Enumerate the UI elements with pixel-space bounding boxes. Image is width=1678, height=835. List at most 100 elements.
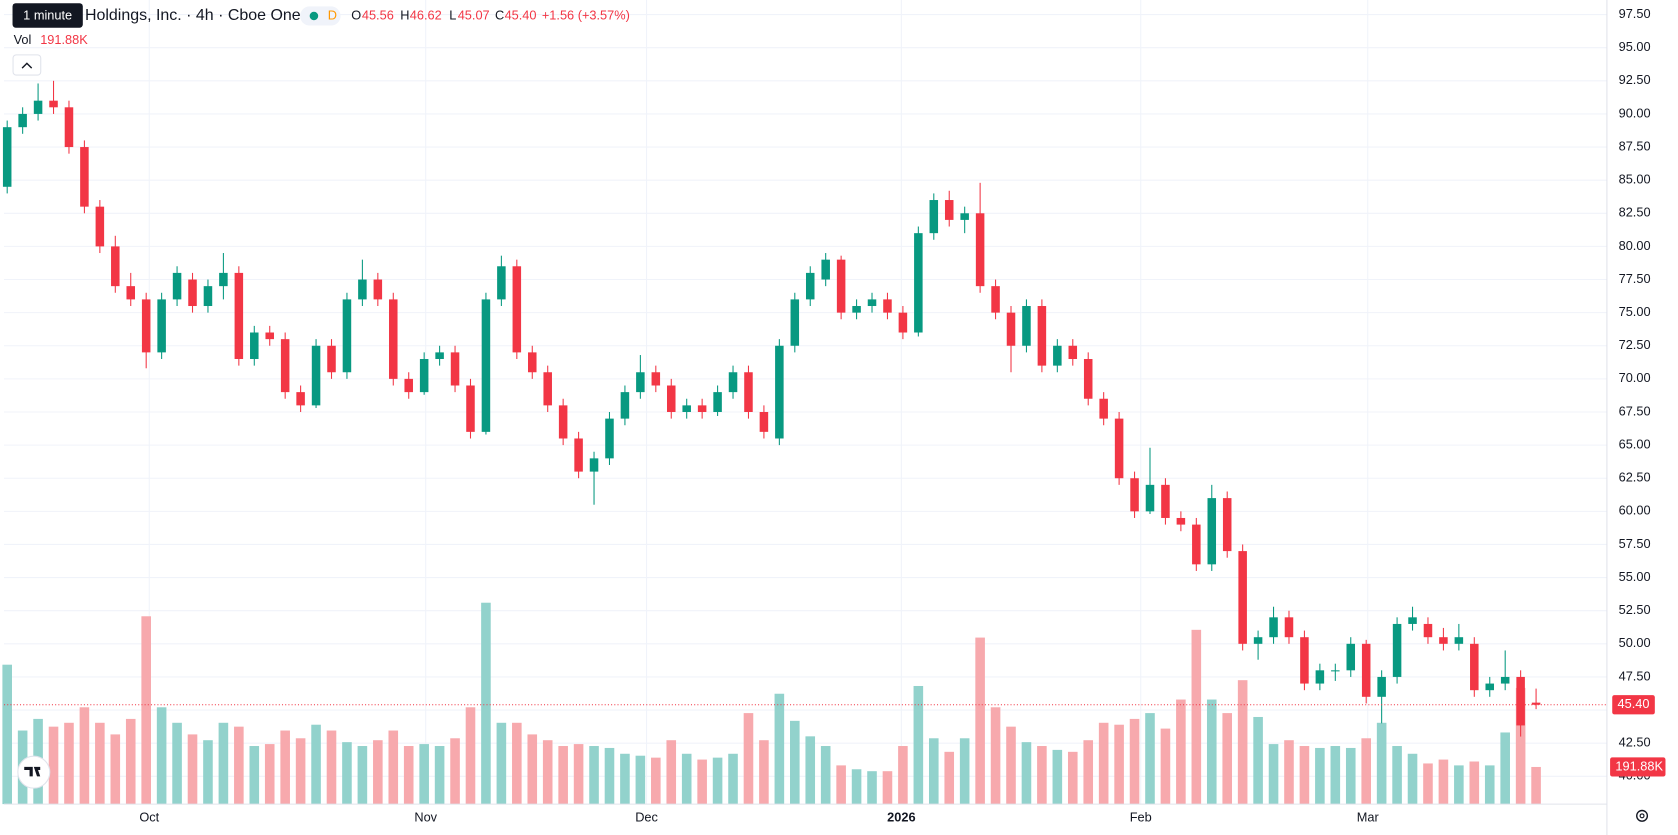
candle-body — [404, 378, 413, 393]
candle-body — [1114, 418, 1124, 479]
ohlc-value: 45.40 — [505, 7, 537, 22]
candle-body — [1439, 637, 1448, 644]
volume-bar — [882, 771, 893, 805]
ohlc-label: O — [351, 7, 361, 22]
candle-body — [759, 411, 769, 432]
volume-bar — [434, 746, 445, 805]
volume-bar — [1191, 629, 1202, 805]
y-tick-label: 92.50 — [1619, 72, 1651, 87]
volume-bar — [573, 744, 584, 805]
candle-body — [250, 332, 259, 360]
candle-body — [1377, 676, 1386, 697]
candle-body — [852, 306, 861, 313]
candle-body — [18, 113, 27, 128]
candle-body — [1222, 498, 1232, 552]
volume-bar — [95, 722, 105, 805]
volume-bar — [1531, 766, 1541, 805]
symbol-title[interactable]: Holdings, Inc. · 4h · Cboe One — [85, 7, 301, 24]
volume-bar — [1376, 722, 1387, 805]
y-tick-label: 62.50 — [1619, 470, 1651, 485]
volume-bar — [1469, 761, 1480, 805]
volume-bar — [403, 746, 414, 805]
change-value: +1.56 (+3.57%) — [542, 7, 630, 22]
ohlc-value: 46.62 — [410, 7, 442, 22]
candle-body — [805, 272, 815, 300]
candle-body — [836, 259, 846, 313]
chevron-icon — [21, 62, 33, 69]
candle-body — [1408, 617, 1417, 624]
volume-bar — [1484, 765, 1495, 805]
candle-body — [914, 233, 923, 333]
candle-body — [651, 372, 661, 386]
volume-bar — [1330, 746, 1341, 805]
ohlc-label: L — [449, 7, 456, 22]
volume-bar — [218, 722, 229, 805]
candle-body — [620, 392, 630, 419]
collapse-button[interactable] — [12, 54, 42, 76]
tooltip-text: 1 minute — [23, 7, 72, 22]
volume-bar — [558, 746, 568, 805]
volume-bar — [311, 724, 321, 805]
y-tick-label: 80.00 — [1619, 238, 1651, 253]
volume-bar — [975, 637, 985, 805]
volume-bar — [1176, 699, 1186, 805]
y-tick-label: 97.50 — [1619, 6, 1651, 21]
candle-body — [111, 246, 120, 287]
status-pill[interactable] — [300, 6, 341, 26]
candle-body — [466, 385, 475, 432]
volume-value: 191.88K — [40, 32, 88, 47]
candle-body — [1238, 551, 1247, 644]
candle-body — [697, 405, 707, 412]
volume-bar — [342, 742, 352, 805]
volume-bar — [620, 753, 630, 805]
y-tick-label: 70.00 — [1619, 370, 1651, 385]
y-tick-label: 87.50 — [1619, 138, 1651, 153]
volume-bar — [1361, 738, 1371, 805]
candle-body — [991, 286, 1000, 313]
volume-bar — [419, 744, 429, 805]
volume-bar — [635, 755, 646, 805]
volume-bar — [774, 693, 785, 805]
volume-bar — [604, 747, 615, 805]
last-volume-label: 191.88K — [1615, 758, 1663, 773]
y-tick-label: 75.00 — [1619, 304, 1651, 319]
candle-body — [543, 372, 552, 406]
candle-body — [589, 458, 599, 472]
volume-bar — [512, 722, 522, 805]
volume-label: Vol — [14, 32, 32, 47]
candle-body — [1192, 524, 1201, 565]
candle-body — [528, 352, 537, 373]
y-tick-label: 50.00 — [1619, 635, 1651, 650]
candle-body — [1284, 617, 1294, 638]
volume-bar — [913, 685, 924, 805]
candle-body — [1315, 670, 1325, 684]
volume-bar — [64, 722, 74, 805]
volume-bar — [496, 722, 507, 805]
plot-area — [2, 0, 1607, 805]
candle-body — [64, 107, 74, 148]
candle-body — [1130, 478, 1139, 512]
volume-bar — [1129, 718, 1140, 805]
volume-bar — [249, 746, 260, 805]
volume-bar — [1407, 753, 1418, 805]
volume-bar — [681, 753, 692, 805]
candle-body — [574, 438, 583, 472]
volume-bar — [990, 707, 1001, 805]
last-volume-tag — [1610, 757, 1666, 777]
logo[interactable] — [17, 755, 51, 789]
candle-body — [1423, 623, 1433, 638]
settings-icon[interactable] — [1636, 809, 1649, 822]
y-tick-label: 47.50 — [1619, 668, 1651, 683]
volume-bar — [790, 720, 800, 805]
candle-body — [1500, 676, 1510, 684]
candle-body — [1454, 637, 1464, 644]
candle-body — [975, 213, 985, 287]
candle-body — [1068, 345, 1078, 360]
volume-bar — [110, 734, 121, 805]
candle-body — [558, 405, 568, 439]
volume-bar — [1145, 713, 1155, 805]
volume-bar — [357, 746, 368, 805]
volume-bar — [1253, 716, 1263, 805]
candle-body — [1083, 359, 1093, 399]
candle-body — [1161, 484, 1170, 518]
